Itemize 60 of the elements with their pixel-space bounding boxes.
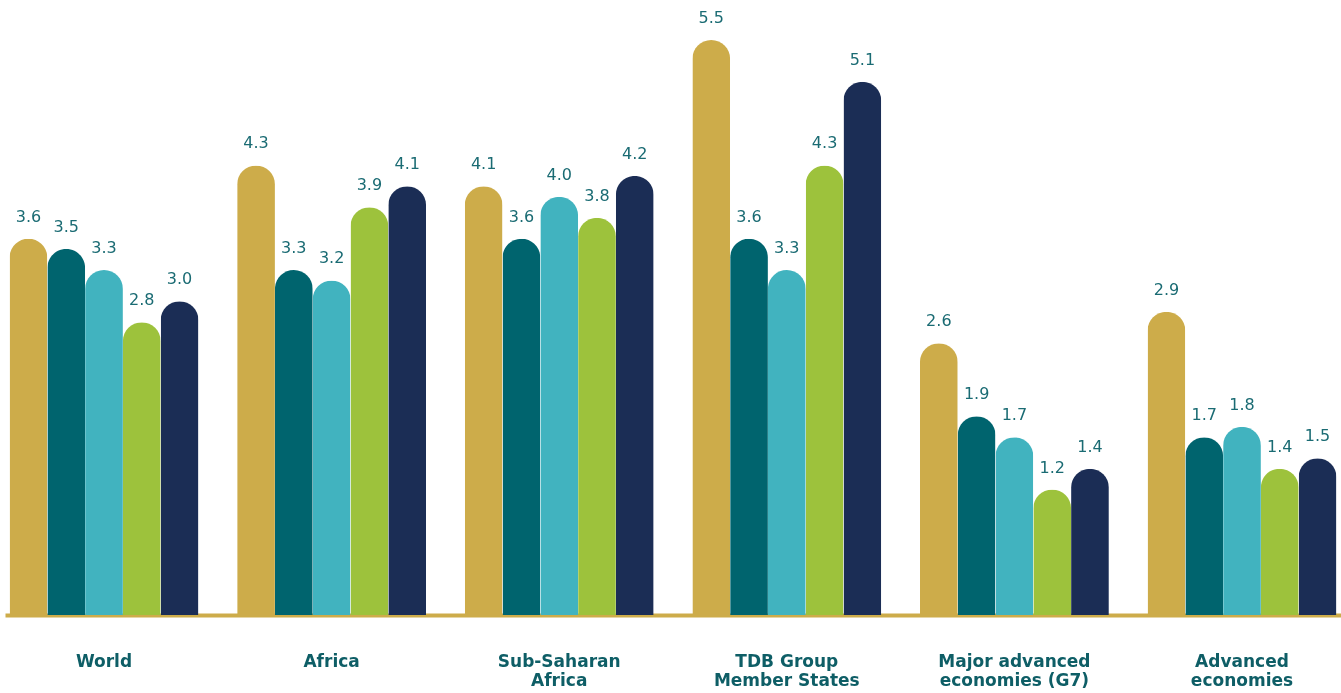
data-label: 4.2	[622, 143, 648, 163]
data-label: 2.6	[926, 311, 952, 331]
data-label: 1.4	[1077, 436, 1103, 456]
data-label: 3.3	[91, 238, 117, 257]
data-label: 1.7	[1191, 405, 1217, 425]
data-label: 4.1	[394, 154, 420, 174]
x-tick-label: Sub-Saharan Africa	[497, 650, 621, 690]
data-label: 1.5	[1304, 426, 1331, 446]
bar	[1298, 458, 1337, 615]
x-tick-label: Advanced economies	[1190, 650, 1294, 690]
bar	[502, 238, 541, 615]
bar	[1033, 489, 1072, 615]
bar	[312, 280, 351, 615]
bar	[1185, 437, 1224, 615]
data-label: 1.9	[963, 384, 990, 404]
bar	[615, 175, 654, 615]
data-label: 2.8	[129, 290, 155, 310]
data-label: 3.6	[15, 206, 42, 226]
data-label: 1.7	[1001, 405, 1028, 425]
data-label: 1.8	[1229, 394, 1255, 414]
data-label: 2.9	[1153, 279, 1180, 299]
data-label: 3.8	[584, 185, 610, 205]
bar	[767, 270, 806, 615]
bar	[274, 270, 313, 615]
bar	[1223, 426, 1261, 615]
bar	[843, 81, 882, 615]
data-label: 4.1	[470, 154, 497, 174]
bar	[85, 270, 123, 615]
bar	[350, 207, 389, 615]
bar	[957, 416, 996, 615]
bar	[122, 322, 161, 615]
data-label: 4.0	[546, 164, 572, 184]
data-label: 3.0	[166, 269, 193, 289]
data-label: 4.3	[243, 133, 269, 153]
bar	[47, 249, 86, 615]
data-label: 1.2	[1039, 457, 1065, 477]
data-label: 4.3	[811, 133, 838, 153]
bar	[730, 238, 768, 615]
data-label: 3.6	[736, 206, 762, 226]
bar	[805, 165, 844, 615]
data-label: 3.6	[508, 206, 535, 226]
bar	[1071, 468, 1109, 615]
data-label: 3.9	[356, 175, 383, 195]
x-tick-label: TDB Group Member States	[713, 650, 860, 690]
x-tick-label: World	[75, 650, 133, 671]
data-label: 3.5	[53, 217, 79, 237]
bar	[995, 437, 1034, 615]
data-label: 3.2	[318, 248, 345, 268]
bar	[388, 186, 427, 615]
bar	[540, 196, 579, 615]
bar	[1260, 468, 1299, 615]
x-tick-label: Africa	[303, 650, 360, 671]
x-tick-label: Major advanced economies (G7)	[938, 650, 1091, 690]
bar	[578, 217, 616, 615]
data-label: 5.5	[698, 8, 724, 27]
bar	[160, 301, 199, 615]
data-label: 3.3	[281, 238, 307, 257]
data-label: 3.3	[774, 238, 800, 257]
data-label: 1.4	[1267, 436, 1293, 456]
data-label: 5.1	[849, 49, 876, 69]
